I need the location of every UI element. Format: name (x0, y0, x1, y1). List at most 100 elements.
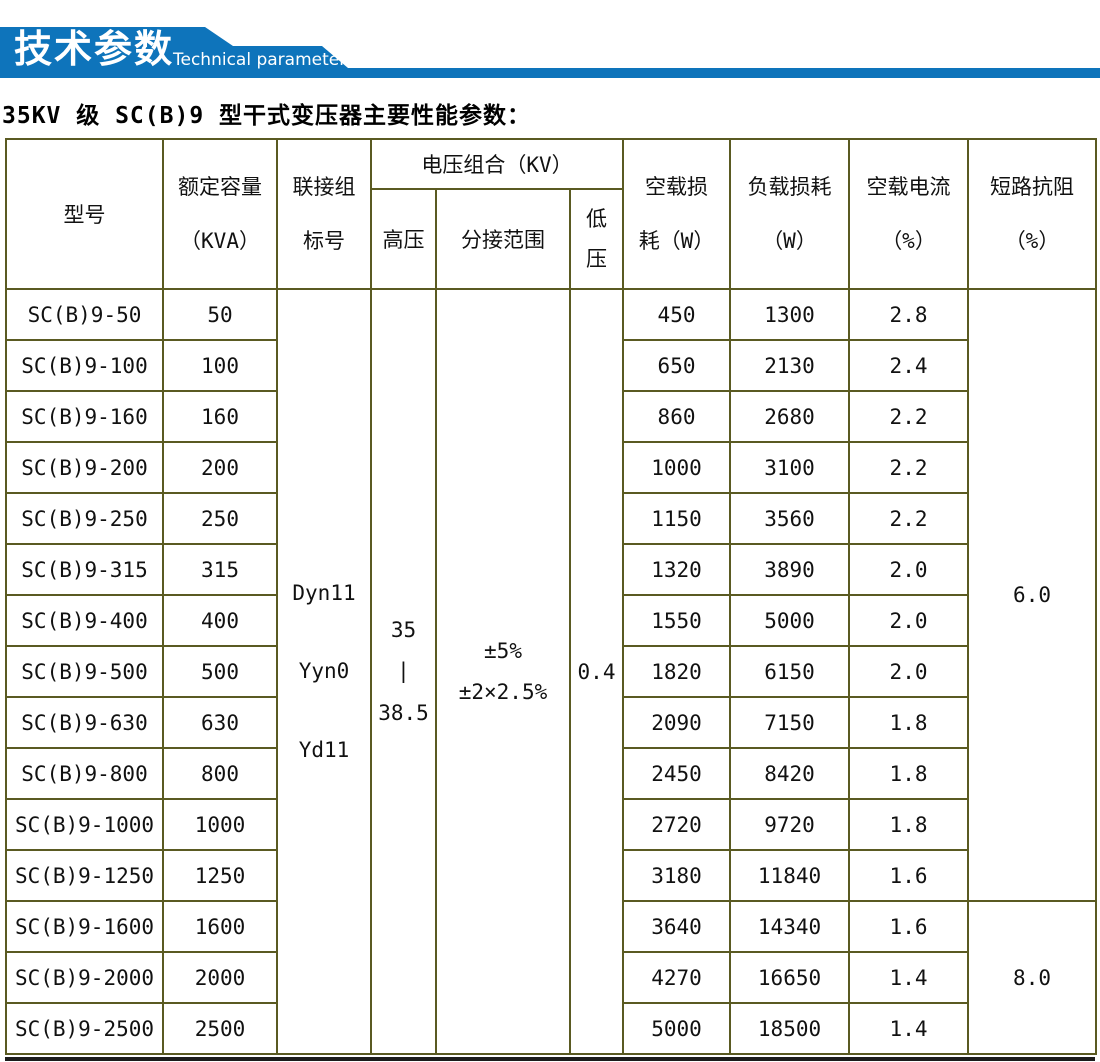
table-row: SC(B)9-2000 2000 4270 16650 1.4 (5, 951, 1096, 1004)
hv-line: 35 (390, 618, 417, 643)
model-cell: SC(B)9-400 (5, 594, 164, 647)
no-load-loss-cell: 4270 (622, 951, 732, 1004)
load-loss-cell: 3890 (729, 543, 851, 596)
col-header-impedance: 短路抗阻 （%） (967, 138, 1098, 290)
current-cell: 1.8 (848, 696, 970, 749)
header-line: 短路抗阻 (990, 174, 1075, 199)
table-row: SC(B)9-2500 2500 5000 18500 1.4 (5, 1002, 1096, 1055)
model-cell: SC(B)9-315 (5, 543, 164, 596)
table-row: SC(B)9-630 630 2090 7150 1.8 (5, 696, 1096, 749)
table-row: SC(B)9-315 315 1320 3890 2.0 (5, 543, 1096, 596)
col-header-voltage-combo: 电压组合（KV） (369, 138, 625, 190)
model-cell: SC(B)9-1000 (5, 798, 164, 851)
header-line: 低 (586, 206, 607, 231)
load-loss-cell: 16650 (729, 951, 851, 1004)
kva-cell: 2000 (162, 951, 278, 1004)
model-cell: SC(B)9-1250 (5, 849, 164, 902)
model-cell: SC(B)9-100 (5, 339, 164, 392)
col-header-capacity: 额定容量 （KVA） (162, 138, 278, 290)
header-line: 额定容量 (178, 174, 262, 199)
table-bottom-rule (5, 1057, 1095, 1061)
kva-cell: 2500 (162, 1002, 278, 1055)
load-loss-cell: 14340 (729, 900, 851, 953)
header-line: 压 (586, 247, 607, 271)
no-load-loss-cell: 3640 (622, 900, 732, 953)
table-row: SC(B)9-1250 1250 3180 11840 1.6 (5, 849, 1096, 902)
no-load-loss-cell: 3180 (622, 849, 732, 902)
connection-line: Yd11 (298, 737, 350, 762)
kva-cell: 500 (162, 645, 278, 698)
table-row: SC(B)9-400 400 1550 5000 2.0 (5, 594, 1096, 647)
connection-line: Dyn11 (292, 581, 356, 606)
kva-cell: 1000 (162, 798, 278, 851)
table-row: SC(B)9-1000 1000 2720 9720 1.8 (5, 798, 1096, 851)
connection-group-cell: Dyn11 Yyn0 Yd11 (276, 288, 372, 1055)
kva-cell: 315 (162, 543, 278, 596)
header-line: （KVA） (180, 229, 260, 253)
section-banner: 技术参数 Technical parameter (0, 0, 1100, 92)
current-cell: 1.8 (848, 747, 970, 800)
header-line: 标号 (303, 229, 345, 253)
col-header-load-loss: 负载损耗 （W） (729, 138, 851, 290)
no-load-loss-cell: 1320 (622, 543, 732, 596)
spec-table: 型号 额定容量 （KVA） 联接组 标号 电压组合（KV） 空载损 耗（W） (5, 138, 1098, 1055)
impedance-cell-8: 8.0 (967, 900, 1098, 1055)
banner-title-cn: 技术参数 (14, 27, 175, 71)
load-loss-cell: 3560 (729, 492, 851, 545)
header-line: 联接组 (292, 174, 356, 199)
model-cell: SC(B)9-2000 (5, 951, 164, 1004)
load-loss-cell: 1300 (729, 288, 851, 341)
model-cell: SC(B)9-800 (5, 747, 164, 800)
current-cell: 1.8 (848, 798, 970, 851)
model-cell: SC(B)9-1600 (5, 900, 164, 953)
current-cell: 2.0 (848, 543, 970, 596)
header-line: 耗（W） (638, 229, 715, 253)
model-cell: SC(B)9-160 (5, 390, 164, 443)
hv-cell: 35 | 38.5 (370, 288, 437, 1055)
no-load-loss-cell: 1820 (622, 645, 732, 698)
no-load-loss-cell: 650 (622, 339, 732, 392)
no-load-loss-cell: 5000 (622, 1002, 732, 1055)
model-cell: SC(B)9-200 (5, 441, 164, 494)
table-row: SC(B)9-800 800 2450 8420 1.8 (5, 747, 1096, 800)
header-line: 空载电流 (866, 174, 951, 199)
no-load-loss-cell: 2090 (622, 696, 732, 749)
current-cell: 1.6 (848, 849, 970, 902)
header-line: （W） (762, 229, 817, 253)
col-header-model: 型号 (5, 138, 164, 290)
header-line: （%） (1004, 229, 1060, 253)
load-loss-cell: 2680 (729, 390, 851, 443)
no-load-loss-cell: 1150 (622, 492, 732, 545)
col-header-no-load-loss: 空载损 耗（W） (622, 138, 732, 290)
current-cell: 1.4 (848, 1002, 970, 1055)
current-cell: 2.0 (848, 594, 970, 647)
current-cell: 1.4 (848, 951, 970, 1004)
col-header-tap: 分接范围 (435, 188, 571, 290)
tap-range-cell: ±5% ±2×2.5% (435, 288, 571, 1055)
load-loss-cell: 5000 (729, 594, 851, 647)
kva-cell: 160 (162, 390, 278, 443)
lv-cell: 0.4 (568, 288, 625, 1055)
col-header-connection: 联接组 标号 (276, 138, 372, 290)
no-load-loss-cell: 1550 (622, 594, 732, 647)
table-row: SC(B)9-160 160 860 2680 2.2 (5, 390, 1096, 443)
no-load-loss-cell: 2450 (622, 747, 732, 800)
model-cell: SC(B)9-50 (5, 288, 164, 341)
model-cell: SC(B)9-2500 (5, 1002, 164, 1055)
load-loss-cell: 6150 (729, 645, 851, 698)
kva-cell: 800 (162, 747, 278, 800)
kva-cell: 250 (162, 492, 278, 545)
current-cell: 2.8 (848, 288, 970, 341)
load-loss-cell: 8420 (729, 747, 851, 800)
model-cell: SC(B)9-250 (5, 492, 164, 545)
table-row: SC(B)9-1600 1600 3640 14340 1.6 8.0 (5, 900, 1098, 1055)
tap-line: ±5% (484, 638, 522, 663)
table-row: SC(B)9-250 250 1150 3560 2.2 (5, 492, 1096, 545)
banner-title-en: Technical parameter (173, 50, 347, 70)
col-header-hv: 高压 (370, 188, 437, 290)
kva-cell: 400 (162, 594, 278, 647)
current-cell: 2.4 (848, 339, 970, 392)
load-loss-cell: 9720 (729, 798, 851, 851)
load-loss-cell: 3100 (729, 441, 851, 494)
kva-cell: 200 (162, 441, 278, 494)
